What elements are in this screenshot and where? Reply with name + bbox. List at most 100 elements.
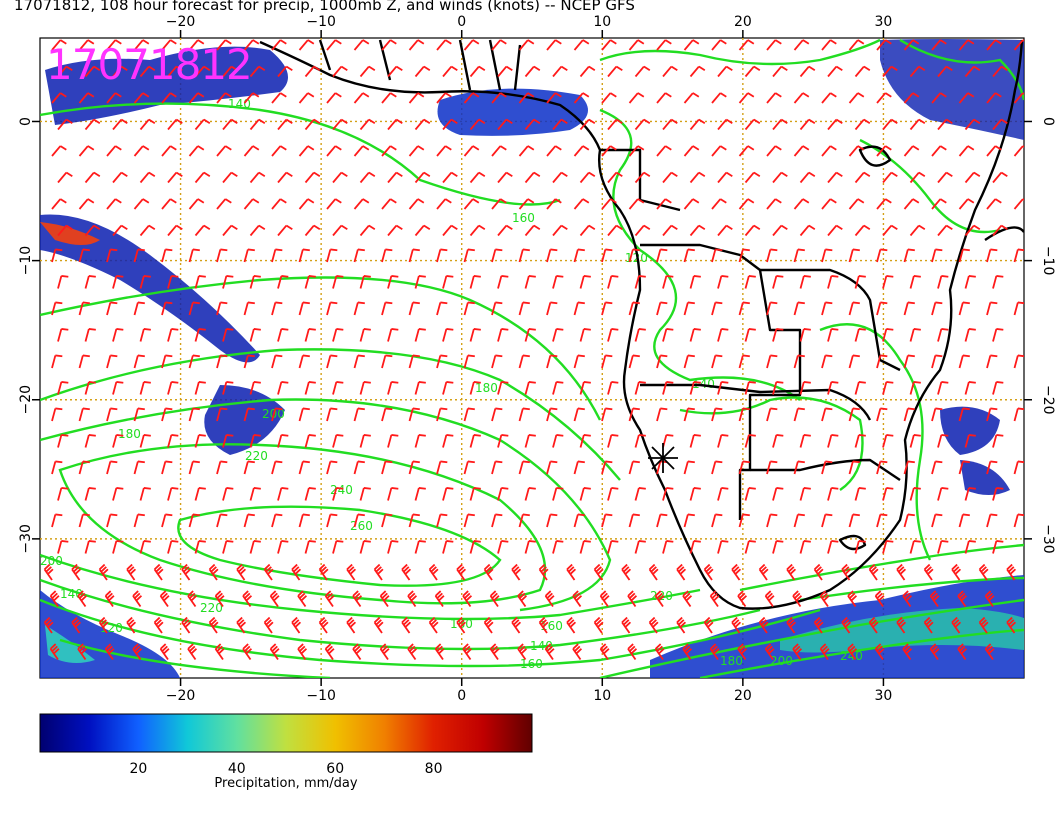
wind-barb [434,590,445,608]
wind-barb [194,381,206,395]
wind-barb [876,198,892,210]
wind-barb [937,224,953,237]
wind-barb [381,407,393,422]
wind-barb [958,301,970,316]
wind-barb [909,275,921,289]
wind-barb [662,328,674,342]
wind-barb [332,275,344,289]
wind-barb [517,643,528,661]
wind-barb [408,39,425,51]
wind-barb [546,198,562,210]
wind-barb [188,460,200,475]
wind-barb [958,407,970,422]
wind-barb [243,198,260,210]
wind-barb [876,39,892,51]
wind-barb [546,92,562,104]
wind-barb [98,563,109,581]
wind-barb [304,328,316,342]
wind-barb [524,118,541,131]
wind-barb [827,381,839,395]
contour-label: 140 [530,639,553,653]
wind-barb [304,381,316,395]
wind-barb [992,118,1008,131]
lat-tick-label-right: −10 [1040,246,1056,276]
wind-barb [634,65,651,78]
wind-barb [1013,39,1024,51]
wind-barb [326,248,338,263]
wind-barb [821,198,837,210]
wind-barb [497,275,509,289]
wind-barb [304,171,321,184]
wind-barb [298,145,315,157]
wind-barb [387,434,399,448]
wind-barb [827,171,843,184]
wind-barb [766,513,778,528]
wind-barb [683,513,695,528]
wind-barb [882,328,894,342]
wind-barb [332,328,344,342]
wind-barb [428,616,439,634]
wind-barb [957,590,968,608]
wind-barb [216,39,232,51]
lon-tick-label-bottom: −10 [306,688,336,704]
wind-barb [332,434,344,448]
wind-barb [43,563,54,581]
wind-barb [978,563,989,581]
wind-barb [497,487,509,501]
wind-barb [931,513,943,528]
wind-barb [662,171,678,184]
wind-barb [772,434,784,448]
wind-barb [703,563,714,581]
wind-barb [986,92,1002,104]
wind-barb [909,540,921,554]
wind-barb [297,643,308,661]
wind-barb [236,616,247,634]
wind-barb [277,65,293,78]
wind-barb [929,590,940,608]
wind-barb [126,563,137,581]
wind-barb [387,224,403,237]
wind-barb [964,171,981,184]
wind-barb [216,407,228,422]
wind-barb [717,434,729,448]
wind-barb [958,513,970,528]
wind-barb [194,540,206,554]
wind-barb [738,145,755,157]
wind-barb [799,434,811,448]
wind-barb [132,590,143,608]
wind-barb [106,513,118,528]
wind-barb [854,540,866,554]
wind-barb [408,460,420,475]
wind-barb [497,118,513,131]
wind-barb [978,616,989,634]
wind-barb [573,513,585,528]
wind-barb [1013,145,1024,157]
wind-barb [546,407,558,422]
wind-barb [819,590,830,608]
wind-barb [78,198,95,210]
wind-barb [599,643,610,661]
wind-barb [903,301,915,316]
wind-barb [593,563,604,581]
precip-patch-east2 [960,460,1010,495]
wind-barb [648,563,659,581]
wind-barb [958,460,970,475]
wind-barb [243,354,255,369]
wind-barb [139,381,151,395]
wind-barb [552,224,568,237]
wind-barb [738,354,750,369]
wind-barb [903,92,920,104]
wind-barbs [43,39,1024,661]
wind-barb [78,460,90,475]
wind-barb [51,513,63,528]
wind-barb [868,563,879,581]
wind-barb [882,118,898,131]
wind-barb [359,275,371,289]
wind-barb [848,407,860,422]
wind-barb [992,381,1004,395]
wind-barb [263,616,274,634]
wind-barb [462,643,473,661]
wind-barb [628,39,645,51]
wind-barb [332,540,344,554]
axes: −20 −20 −10 −10 0 0 10 10 20 20 30 30 0 0 −10 −10 −20 −20… [18,14,1056,704]
